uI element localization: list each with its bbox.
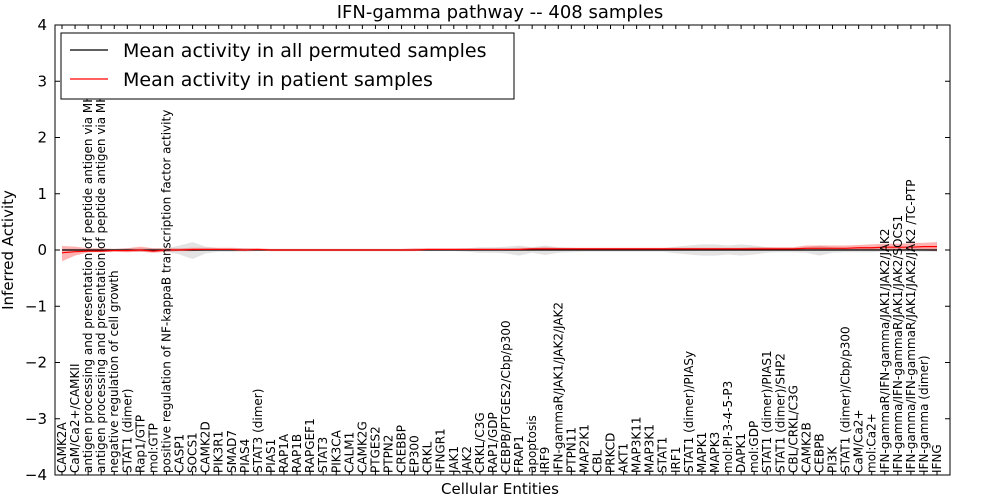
y-axis-label: Inferred Activity: [0, 190, 17, 310]
y-tick-label: 4: [37, 16, 47, 34]
x-category-label: CAMK2A: [55, 422, 69, 473]
x-category-label: IFN-gamma/IFN-gammaR/JAK1/JAK2/SOCS1: [891, 215, 905, 473]
plot-frame: [54, 24, 951, 476]
y-tick-label: −4: [25, 466, 47, 484]
x-category-label: STAT3 (dimer): [251, 389, 265, 473]
x-category-label: STAT1 (dimer): [120, 389, 134, 473]
x-category-label: PTPN2: [381, 435, 395, 473]
x-category-label: CaM/Ca2+: [852, 409, 866, 473]
y-tick-label: 2: [37, 129, 47, 147]
x-category-label: CRKL: [421, 441, 435, 473]
x-category-label: IFN-gammaR/IFN-gamma/JAK1/JAK2/JAK2: [878, 228, 892, 473]
x-category-label: positive regulation of NF-kappaB transcr…: [159, 110, 173, 473]
y-tick-label: 0: [37, 241, 47, 259]
x-category-label: mol:Ca2+: [865, 413, 879, 473]
x-category-label: AKT1: [617, 443, 631, 473]
legend: Mean activity in all permuted samples Me…: [60, 32, 515, 100]
x-category-label: CASP1: [173, 434, 187, 473]
x-category-label: CAMK2G: [355, 421, 369, 473]
y-tick-label: 1: [37, 185, 47, 203]
x-category-label: STAT1 (dimer)/PIASy: [682, 351, 696, 473]
x-category-label: PIAS1: [264, 439, 278, 473]
x-category-label: IFN-gamma (dimer): [917, 355, 931, 473]
x-category-label: STAT3: [316, 437, 330, 473]
x-category-label: CaM/Ca2+/CAMKII: [68, 364, 82, 473]
x-category-label: MAPK3: [708, 432, 722, 473]
x-category-label: PTPN11: [564, 427, 578, 473]
x-category-label: SOCS1: [186, 432, 200, 473]
x-category-label: mol:GDP: [747, 421, 761, 473]
x-category-label: IRF1: [669, 447, 683, 473]
legend-box: [60, 32, 515, 100]
x-category-label: MAP2K1: [577, 424, 591, 473]
x-category-label: CALM1: [342, 432, 356, 473]
x-category-label: STAT1 (dimer)/Cbp/p300: [839, 326, 853, 473]
chart-title: IFN-gamma pathway -- 408 samples: [337, 2, 664, 23]
y-tick-label: −2: [25, 354, 47, 372]
x-category-label: antigen processing and presentation of p…: [94, 41, 108, 473]
x-category-label: STAT1 (dimer)/PIAS1: [760, 350, 774, 473]
x-category-label: MAPK1: [695, 432, 709, 473]
x-category-label: IRF9: [538, 447, 552, 473]
x-category-label: IFN-gammaR/JAK1/JAK2/JAK2: [551, 302, 565, 473]
x-category-label: CRKL/C3G: [473, 412, 487, 473]
legend-label-patient: Mean activity in patient samples: [123, 69, 433, 91]
x-category-label: DAPK1: [734, 433, 748, 473]
x-category-label: RAP1/GDP: [486, 412, 500, 473]
x-category-label: SMAD7: [225, 430, 239, 473]
y-axis-ticks: −4 −3 −2 −1 0 1 2 3 4: [25, 16, 950, 484]
x-category-label: PIAS4: [238, 439, 252, 473]
x-category-label: IFNGR1: [434, 428, 448, 473]
x-category-label: CEBPB/PTGES2/Cbp/p300: [499, 320, 513, 473]
legend-label-permuted: Mean activity in all permuted samples: [123, 40, 486, 62]
x-category-label: STAT1: [656, 437, 670, 473]
x-category-label: CEBPB: [812, 433, 826, 473]
x-category-label: PTGES2: [368, 426, 382, 473]
x-axis-category-labels: CAMK2A CaM/Ca2+/CAMKII antigen processing …: [55, 41, 944, 474]
x-category-label: CBL: [590, 449, 604, 473]
x-category-label: STAT1 (dimer)/SHP2: [773, 353, 787, 473]
y-tick-label: −3: [25, 410, 47, 428]
x-category-label: RAPGEF1: [303, 418, 317, 473]
x-category-label: PIK3R1: [212, 431, 226, 473]
x-category-label: CAMK2D: [199, 421, 213, 473]
x-category-label: PI3K: [826, 446, 840, 473]
x-category-label: CAMK2B: [799, 422, 813, 473]
x-category-label: JAK2: [460, 446, 474, 474]
x-category-label: IFNG: [930, 444, 944, 473]
y-tick-label: −1: [25, 297, 47, 315]
line-series-1: [61, 246, 937, 254]
x-category-label: PRKCD: [604, 433, 618, 473]
x-category-label: negative regulation of cell growth: [107, 270, 121, 473]
x-category-label: CREBBP: [395, 425, 409, 473]
x-category-label: JAK1: [447, 446, 461, 474]
x-category-label: RAP1A: [277, 433, 291, 473]
x-category-label: PIK3CA: [329, 429, 343, 473]
x-category-label: apoptosis: [525, 415, 539, 473]
y-tick-label: 3: [37, 72, 47, 90]
x-category-label: CBL/CRKL/C3G: [786, 385, 800, 473]
x-category-label: MAP3K11: [630, 416, 644, 473]
x-category-label: antigen processing and presentation of p…: [81, 44, 95, 473]
series-lines: [61, 246, 937, 254]
x-category-label: FRAP1: [512, 435, 526, 473]
x-category-label: EP300: [408, 435, 422, 473]
x-axis-label: Cellular Entities: [441, 480, 559, 498]
x-category-label: RAP1B: [290, 434, 304, 473]
x-axis-ticks: [61, 25, 938, 475]
x-category-label: mol:GTP: [146, 423, 160, 473]
x-category-label: MAP3K1: [643, 424, 657, 473]
x-category-label: mol:PI-3-4-5-P3: [721, 381, 735, 473]
x-category-label: Rap1/GTP: [133, 415, 147, 473]
x-category-label: IFN-gamma/IFN-gammaR/JAK1/JAK2/JAK2 /TC-…: [904, 179, 918, 473]
